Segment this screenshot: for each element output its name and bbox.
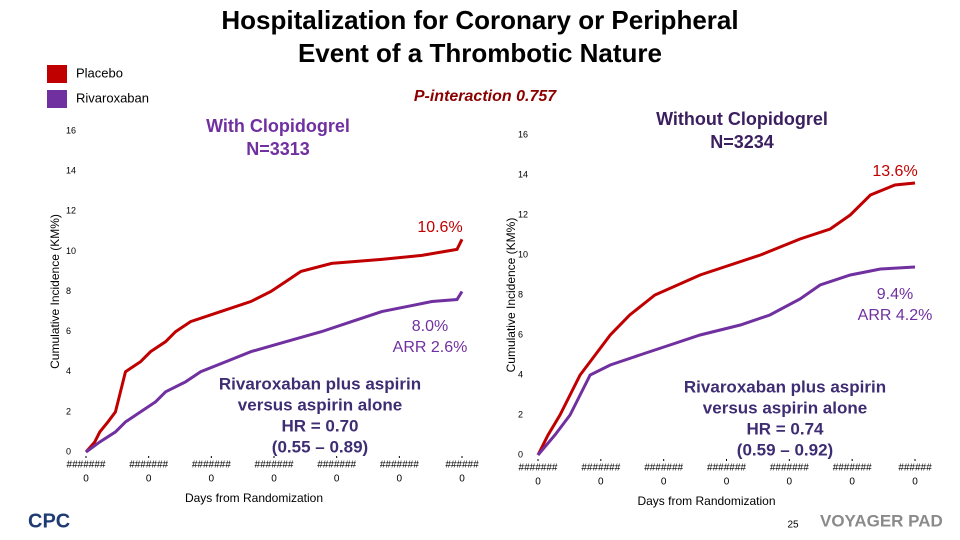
x-axis-label: Days from Randomization	[185, 491, 323, 505]
y-tick-label: 16	[66, 125, 76, 135]
annotation: ARR 2.6%	[393, 339, 468, 356]
km-curve	[84, 238, 464, 453]
chart-title: N=3234	[710, 132, 774, 152]
x-tick-label: #######	[317, 460, 356, 471]
y-tick-label: 14	[518, 169, 528, 179]
y-tick-label: 0	[66, 446, 71, 456]
x-tick-label: #######	[770, 463, 809, 474]
annotation: HR = 0.70	[281, 416, 358, 435]
x-tick-sublabel: 0	[397, 474, 403, 485]
slide-title: Hospitalization for Coronary or Peripher…	[221, 5, 738, 35]
annotation: 8.0%	[412, 318, 448, 335]
x-tick-label: ######	[445, 460, 479, 471]
x-tick-sublabel: 0	[724, 477, 730, 488]
x-tick-sublabel: 0	[146, 474, 152, 485]
y-axis-label: Cumulative Incidence (KM%)	[48, 214, 62, 369]
y-tick-label: 4	[66, 366, 71, 376]
x-tick-sublabel: 0	[271, 474, 277, 485]
y-tick-label: 10	[66, 246, 76, 256]
x-tick-label: #######	[67, 460, 106, 471]
chart-title: Without Clopidogrel	[656, 109, 828, 129]
x-tick-sublabel: 0	[459, 474, 465, 485]
x-tick-label: #######	[192, 460, 231, 471]
legend-label: Rivaroxaban	[76, 90, 149, 105]
chart-title: With Clopidogrel	[206, 116, 350, 136]
x-tick-sublabel: 0	[83, 474, 89, 485]
x-tick-sublabel: 0	[787, 477, 793, 488]
km-curve	[85, 290, 464, 454]
annotation: ARR 4.2%	[858, 307, 933, 324]
annotation: HR = 0.74	[746, 419, 824, 438]
y-axis-label: Cumulative Incidence (KM%)	[504, 218, 518, 373]
x-tick-sublabel: 0	[209, 474, 215, 485]
legend-label: Placebo	[76, 65, 123, 80]
x-tick-sublabel: 0	[912, 477, 918, 488]
x-tick-label: #######	[833, 463, 872, 474]
y-tick-label: 8	[518, 289, 523, 299]
x-tick-label: #######	[707, 463, 746, 474]
annotation: versus aspirin alone	[238, 395, 402, 414]
logo: CPC	[28, 510, 70, 532]
legend-swatch	[47, 65, 67, 83]
x-tick-label: ######	[898, 463, 932, 474]
legend-swatch	[47, 90, 67, 108]
x-tick-sublabel: 0	[661, 477, 667, 488]
y-tick-label: 4	[518, 369, 523, 379]
y-tick-label: 14	[66, 166, 76, 176]
x-tick-label: #######	[581, 463, 620, 474]
y-tick-label: 6	[518, 329, 523, 339]
annotation: (0.55 – 0.89)	[272, 437, 368, 456]
x-tick-sublabel: 0	[334, 474, 340, 485]
x-tick-label: #######	[644, 463, 683, 474]
p-interaction: P-interaction 0.757	[414, 88, 557, 105]
y-tick-label: 6	[66, 326, 71, 336]
y-tick-label: 2	[66, 406, 71, 416]
annotation: (0.59 – 0.92)	[737, 440, 833, 459]
x-tick-label: #######	[129, 460, 168, 471]
slide-title: Event of a Thrombotic Nature	[298, 38, 662, 68]
x-tick-sublabel: 0	[535, 477, 541, 488]
x-tick-sublabel: 0	[849, 477, 855, 488]
km-curve	[536, 181, 916, 456]
km-curve	[536, 265, 916, 456]
x-tick-sublabel: 0	[598, 477, 604, 488]
y-tick-label: 12	[66, 206, 76, 216]
page-number: 25	[787, 520, 799, 531]
y-tick-label: 16	[518, 129, 528, 139]
chart-title: N=3313	[246, 139, 310, 159]
annotation: Rivaroxaban plus aspirin	[684, 377, 886, 396]
y-tick-label: 0	[518, 449, 523, 459]
annotation: 9.4%	[877, 286, 913, 303]
annotation: versus aspirin alone	[703, 398, 867, 417]
y-tick-label: 10	[518, 249, 528, 259]
x-tick-label: #######	[519, 463, 558, 474]
y-tick-label: 12	[518, 209, 528, 219]
x-tick-label: #######	[255, 460, 294, 471]
annotation: Rivaroxaban plus aspirin	[219, 374, 421, 393]
x-axis-label: Days from Randomization	[637, 494, 775, 508]
annotation: 10.6%	[417, 219, 462, 236]
annotation: 13.6%	[872, 163, 917, 180]
logo: VOYAGER PAD	[820, 511, 943, 530]
y-tick-label: 2	[518, 409, 523, 419]
y-tick-label: 8	[66, 286, 71, 296]
x-tick-label: #######	[380, 460, 419, 471]
